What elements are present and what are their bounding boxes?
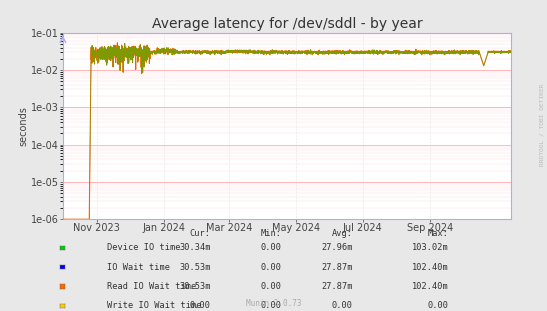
Text: 0.00: 0.00 <box>261 282 282 291</box>
Text: Munin 2.0.73: Munin 2.0.73 <box>246 299 301 308</box>
Text: 30.53m: 30.53m <box>179 282 211 291</box>
Text: Read IO Wait time: Read IO Wait time <box>107 282 196 291</box>
Text: 27.96m: 27.96m <box>321 244 353 252</box>
Y-axis label: seconds: seconds <box>18 106 28 146</box>
Text: 0.00: 0.00 <box>261 244 282 252</box>
Text: Cur:: Cur: <box>190 229 211 238</box>
Text: Min:: Min: <box>261 229 282 238</box>
Text: 0.00: 0.00 <box>332 301 353 310</box>
Text: 27.87m: 27.87m <box>321 263 353 272</box>
Text: Device IO time: Device IO time <box>107 244 180 252</box>
Text: 0.00: 0.00 <box>428 301 449 310</box>
Text: IO Wait time: IO Wait time <box>107 263 170 272</box>
Text: 0.00: 0.00 <box>190 301 211 310</box>
Text: 0.00: 0.00 <box>261 263 282 272</box>
Title: Average latency for /dev/sddl - by year: Average latency for /dev/sddl - by year <box>152 17 422 31</box>
Text: 30.53m: 30.53m <box>179 263 211 272</box>
Text: Write IO Wait time: Write IO Wait time <box>107 301 201 310</box>
Text: Max:: Max: <box>428 229 449 238</box>
Text: 102.40m: 102.40m <box>412 263 449 272</box>
Text: 30.34m: 30.34m <box>179 244 211 252</box>
Text: 0.00: 0.00 <box>261 301 282 310</box>
Text: 103.02m: 103.02m <box>412 244 449 252</box>
Text: RRDTOOL / TOBI OETIKER: RRDTOOL / TOBI OETIKER <box>539 83 544 166</box>
Text: 102.40m: 102.40m <box>412 282 449 291</box>
Text: 27.87m: 27.87m <box>321 282 353 291</box>
Text: Avg:: Avg: <box>332 229 353 238</box>
